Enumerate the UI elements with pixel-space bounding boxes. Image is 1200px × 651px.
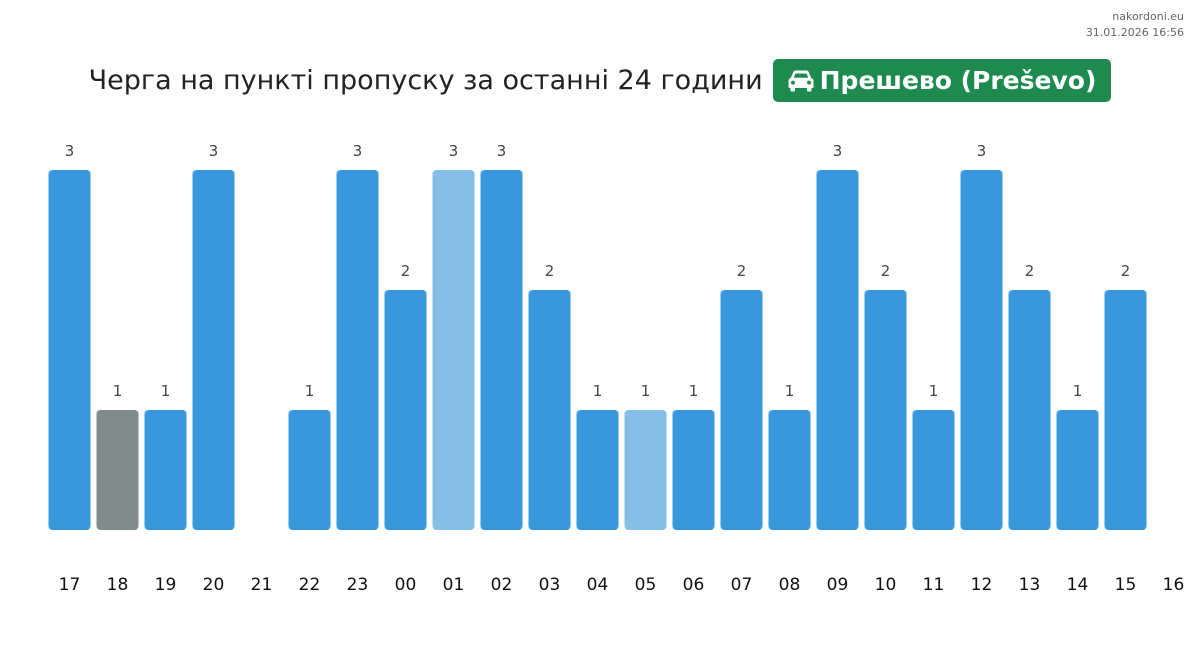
bar-19: [144, 410, 187, 530]
data-label-02: 3: [497, 142, 507, 160]
chart-title: Черга на пункті пропуску за останні 24 г…: [88, 65, 763, 96]
bar-01: [432, 170, 475, 530]
bar-09: [816, 170, 859, 530]
bar-13: [1008, 290, 1051, 530]
data-label-03: 2: [545, 262, 555, 280]
timestamp: 31.01.2026 16:56: [1085, 26, 1184, 39]
x-tick-20: 20: [203, 575, 225, 595]
x-tick-01: 01: [443, 575, 465, 595]
x-tick-11: 11: [923, 575, 945, 595]
bar-18: [96, 410, 139, 530]
x-tick-19: 19: [155, 575, 177, 595]
data-label-08: 1: [785, 382, 795, 400]
data-label-19: 1: [161, 382, 171, 400]
x-tick-02: 02: [491, 575, 513, 595]
site-name: nakordoni.eu: [1112, 10, 1184, 23]
x-tick-22: 22: [299, 575, 321, 595]
data-label-13: 2: [1025, 262, 1035, 280]
x-tick-03: 03: [539, 575, 561, 595]
data-label-10: 2: [881, 262, 891, 280]
data-label-06: 1: [689, 382, 699, 400]
x-tick-12: 12: [971, 575, 993, 595]
data-label-01: 3: [449, 142, 459, 160]
x-tick-05: 05: [635, 575, 657, 595]
x-tick-23: 23: [347, 575, 369, 595]
bar-23: [336, 170, 379, 530]
data-label-04: 1: [593, 382, 603, 400]
meta-info: nakordoni.eu 31.01.2026 16:56: [1086, 9, 1184, 41]
x-tick-07: 07: [731, 575, 753, 595]
x-tick-17: 17: [59, 575, 81, 595]
bar-11: [912, 410, 955, 530]
data-label-15: 2: [1121, 262, 1131, 280]
crossing-badge: Прешево (Preševo): [772, 59, 1112, 102]
bar-10: [864, 290, 907, 530]
x-tick-15: 15: [1115, 575, 1137, 595]
x-tick-10: 10: [875, 575, 897, 595]
car-icon: [788, 70, 814, 91]
title-row: Черга на пункті пропуску за останні 24 г…: [0, 59, 1200, 102]
x-tick-00: 00: [395, 575, 417, 595]
x-tick-14: 14: [1067, 575, 1089, 595]
bar-02: [480, 170, 523, 530]
bar-20: [192, 170, 235, 530]
x-tick-13: 13: [1019, 575, 1041, 595]
bar-08: [768, 410, 811, 530]
data-label-17: 3: [65, 142, 75, 160]
data-label-11: 1: [929, 382, 939, 400]
x-tick-09: 09: [827, 575, 849, 595]
data-label-05: 1: [641, 382, 651, 400]
x-tick-16: 16: [1163, 575, 1185, 595]
data-label-20: 3: [209, 142, 219, 160]
x-tick-18: 18: [107, 575, 129, 595]
data-label-07: 2: [737, 262, 747, 280]
x-tick-04: 04: [587, 575, 609, 595]
bar-00: [384, 290, 427, 530]
bar-14: [1056, 410, 1099, 530]
data-label-12: 3: [977, 142, 987, 160]
bar-17: [48, 170, 91, 530]
x-tick-08: 08: [779, 575, 801, 595]
bar-05: [624, 410, 667, 530]
bar-04: [576, 410, 619, 530]
x-tick-06: 06: [683, 575, 705, 595]
data-label-23: 3: [353, 142, 363, 160]
crossing-name: Прешево (Preševo): [819, 66, 1097, 95]
bar-03: [528, 290, 571, 530]
bar-06: [672, 410, 715, 530]
data-label-00: 2: [401, 262, 411, 280]
data-label-22: 1: [305, 382, 315, 400]
bar-07: [720, 290, 763, 530]
data-label-09: 3: [833, 142, 843, 160]
data-label-18: 1: [113, 382, 123, 400]
bar-22: [288, 410, 331, 530]
bar-12: [960, 170, 1003, 530]
x-tick-21: 21: [251, 575, 273, 595]
data-label-14: 1: [1073, 382, 1083, 400]
bar-15: [1104, 290, 1147, 530]
